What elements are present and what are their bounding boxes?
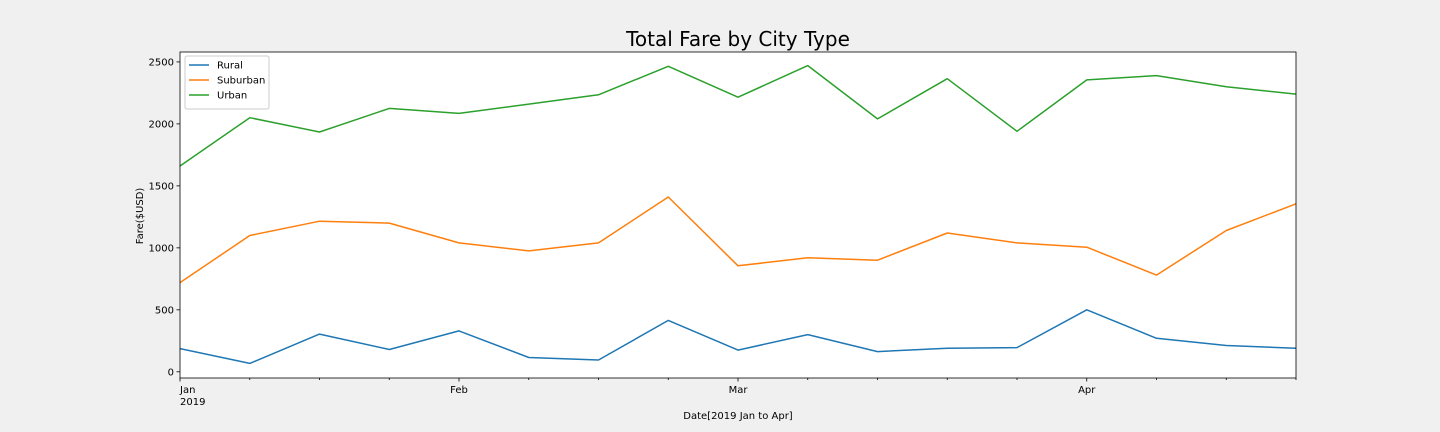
series-line-urban (179, 64, 1297, 167)
y-tick-label: 0 (168, 367, 174, 378)
legend: Rural Suburban Urban (184, 55, 270, 110)
series-lines (179, 64, 1297, 365)
x-tick-label: Feb (450, 385, 468, 396)
y-tick-label: 1000 (149, 243, 174, 254)
plot-frame (179, 51, 1297, 379)
series-line-suburban (179, 196, 1297, 284)
legend-label: Urban (217, 91, 247, 102)
y-tick-label: 2000 (149, 119, 174, 130)
x-tick-label: Jan (179, 385, 195, 396)
x-tick-label: Mar (729, 385, 749, 396)
y-tick-label: 500 (155, 305, 174, 316)
legend-label: Rural (217, 61, 243, 72)
series-line-rural (179, 309, 1297, 365)
legend-label: Suburban (217, 76, 265, 87)
y-axis-label: Fare($USD) (135, 188, 146, 245)
y-tick-label: 1500 (149, 181, 174, 192)
plot-area (180, 52, 1296, 378)
y-tick-label: 2500 (149, 57, 174, 68)
x-tick-sublabel: 2019 (180, 397, 205, 408)
x-axis-label: Date[2019 Jan to Apr] (683, 411, 793, 422)
chart-title: Total Fare by City Type (625, 27, 850, 51)
x-tick-label: Apr (1078, 385, 1096, 396)
y-axis-ticks: 0 500 1000 1500 2000 2500 (149, 57, 180, 378)
